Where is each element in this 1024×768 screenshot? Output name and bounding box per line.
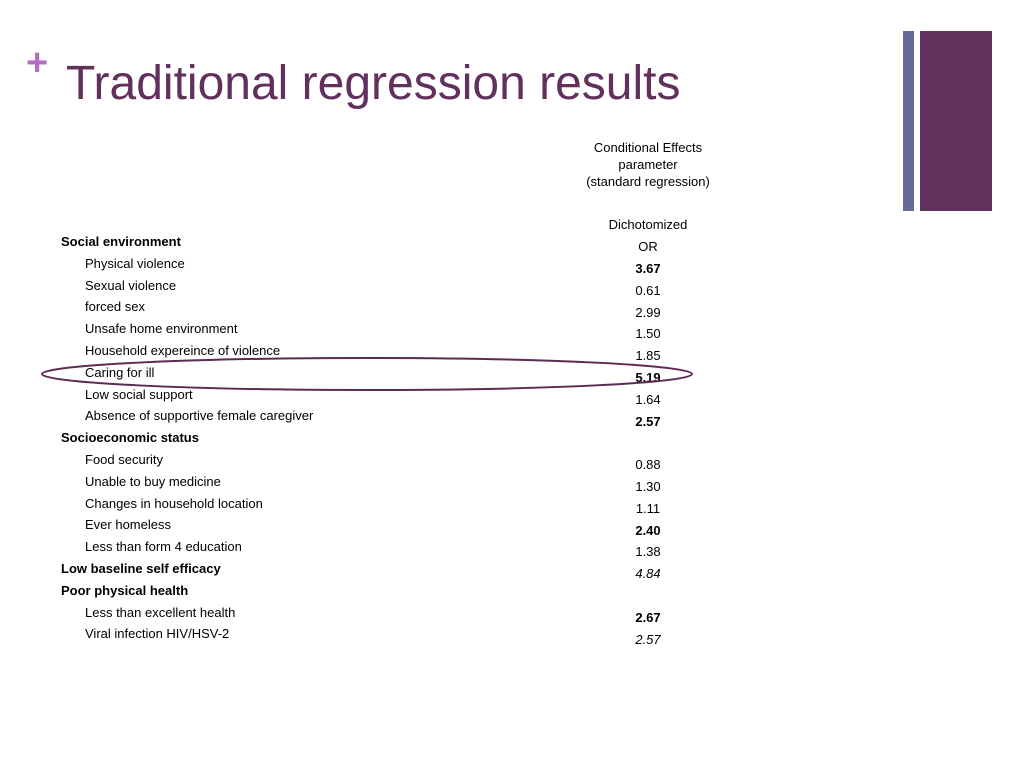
table-category-label: Poor physical health — [61, 582, 189, 598]
table-row-label: Sexual violence — [85, 277, 177, 293]
table-row-label: forced sex — [85, 299, 145, 315]
table-row-label: Less than excellent health — [85, 604, 236, 620]
table-category-label: Socioeconomic status — [61, 430, 199, 446]
table-row-value: 4.84 — [635, 566, 661, 582]
table-row-value: 1.85 — [635, 348, 661, 364]
table-row-value: 2.57 — [635, 631, 661, 647]
table-row-value: 1.50 — [635, 326, 661, 342]
table-row-label: Physical violence — [85, 255, 185, 271]
table-row-value: 2.40 — [635, 522, 661, 538]
table-category-label: Social environment — [61, 234, 181, 249]
table-row-label: Less than form 4 education — [85, 539, 242, 555]
slide-title: Traditional regression results — [66, 57, 681, 110]
table-row-value: 1.64 — [635, 391, 661, 407]
table-row-label: Caring for ill — [85, 364, 155, 380]
decorative-bar-thick — [920, 31, 992, 211]
column-subheader: Dichotomized — [608, 217, 688, 232]
table-row-value: 2.99 — [635, 304, 661, 320]
table-row-label: Viral infection HIV/HSV-2 — [85, 626, 230, 642]
table-row-label: Ever homeless — [85, 517, 171, 533]
table-row-label: Unsafe home environment — [85, 321, 238, 337]
table-row-label: Low social support — [85, 386, 193, 402]
table-row-label: Absence of supportive female caregiver — [85, 408, 314, 424]
table-row-value: 1.30 — [635, 479, 661, 494]
table-row-label: Food security — [85, 452, 164, 467]
table-row-value: 2.57 — [635, 413, 661, 429]
plus-icon: + — [26, 42, 49, 84]
table-row-value: 3.67 — [635, 261, 661, 276]
table-row-value: 1.38 — [635, 544, 661, 560]
column-header-line: Conditional Effects — [593, 140, 703, 155]
column-unit: OR — [638, 239, 658, 254]
column-header: Conditional Effects parameter (standard … — [563, 139, 733, 190]
table-row-value: 0.88 — [635, 457, 661, 473]
column-header-line: (standard regression) — [586, 174, 710, 189]
decorative-bar-thin — [903, 31, 914, 211]
table-row-label: Unable to buy medicine — [85, 473, 221, 489]
table-row-value: 2.67 — [635, 609, 661, 625]
table-row-value: 5.19 — [635, 370, 661, 385]
column-header-line: parameter — [618, 157, 678, 172]
table-row-value: 1.11 — [635, 500, 661, 516]
table-category-label: Low baseline self efficacy — [61, 561, 221, 576]
table-row-label: Changes in household location — [85, 495, 263, 511]
table-row-label: Household expereince of violence — [85, 343, 281, 358]
table-row-value: 0.61 — [635, 282, 661, 298]
